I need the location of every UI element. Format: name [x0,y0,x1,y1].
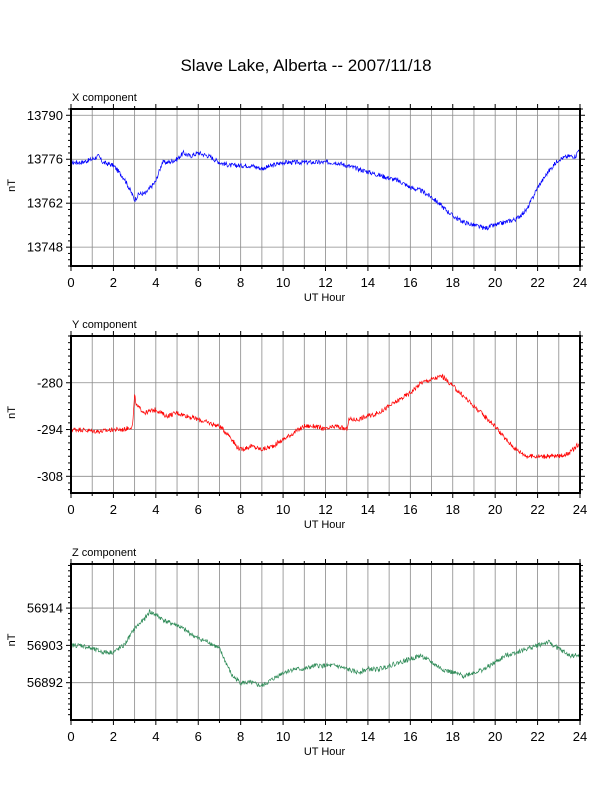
y-axis-label: nT [6,406,18,419]
data-series-line [70,373,581,460]
x-tick-label: 14 [361,275,375,290]
panel-title: Y component [72,319,137,331]
x-tick-label: 8 [237,502,244,517]
x-tick-label: 12 [318,729,332,744]
x-tick-label: 18 [446,502,460,517]
x-tick-label: 2 [110,275,117,290]
page-title: Slave Lake, Alberta -- 2007/11/18 [180,56,432,75]
y-tick-label: 13790 [27,108,63,123]
x-tick-label: 24 [573,275,587,290]
x-tick-label: 2 [110,502,117,517]
panel-title: X component [72,92,137,104]
x-tick-label: 16 [403,275,417,290]
data-series-line [70,608,581,688]
x-tick-label: 24 [573,729,587,744]
y-axis-label: nT [6,633,18,646]
y-axis-label: nT [6,179,18,192]
x-tick-label: 20 [488,502,502,517]
x-tick-label: 0 [67,275,74,290]
x-tick-label: 10 [276,729,290,744]
x-tick-label: 10 [276,275,290,290]
y-tick-label: -280 [37,375,63,390]
x-tick-label: 10 [276,502,290,517]
x-tick-label: 4 [152,729,159,744]
x-tick-label: 2 [110,729,117,744]
x-tick-label: 0 [67,729,74,744]
x-tick-label: 18 [446,275,460,290]
x-tick-label: 6 [195,502,202,517]
y-tick-label: -308 [37,469,63,484]
x-tick-label: 22 [530,729,544,744]
x-tick-label: 16 [403,502,417,517]
y-tick-label: 13748 [27,240,63,255]
chart-panel-1: 0 2 4 6 8 10 12 14 16 18 20 22 241374813762137761379… [6,92,587,304]
x-tick-label: 0 [67,502,74,517]
y-tick-label: -294 [37,422,63,437]
y-tick-label: 13762 [27,196,63,211]
x-tick-label: 6 [195,275,202,290]
data-series-line [70,145,581,231]
y-tick-label: 56892 [27,675,63,690]
x-tick-label: 14 [361,502,375,517]
x-tick-label: 20 [488,275,502,290]
x-tick-label: 12 [318,502,332,517]
y-tick-label: 56914 [27,601,63,616]
x-tick-label: 20 [488,729,502,744]
y-tick-label: 13776 [27,152,63,167]
x-tick-label: 8 [237,275,244,290]
x-tick-label: 8 [237,729,244,744]
x-axis-label: UT Hour [304,292,346,304]
x-tick-label: 14 [361,729,375,744]
x-tick-label: 4 [152,275,159,290]
x-axis-label: UT Hour [304,746,346,758]
y-tick-label: 56903 [27,638,63,653]
x-tick-label: 22 [530,275,544,290]
x-tick-label: 12 [318,275,332,290]
x-tick-label: 18 [446,729,460,744]
x-tick-label: 16 [403,729,417,744]
x-tick-label: 6 [195,729,202,744]
panel-title: Z component [72,547,136,559]
x-tick-label: 24 [573,502,587,517]
x-tick-label: 4 [152,502,159,517]
x-tick-label: 22 [530,502,544,517]
x-axis-label: UT Hour [304,519,346,531]
